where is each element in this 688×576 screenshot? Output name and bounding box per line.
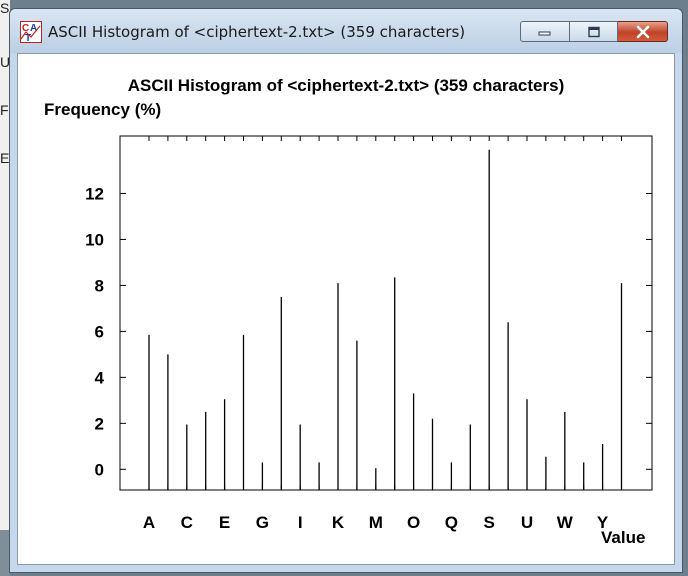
x-tick-label: I xyxy=(298,513,303,532)
chart-app-icon: C A T xyxy=(20,21,42,43)
x-tick-label: K xyxy=(332,513,345,532)
histogram-chart: 0 2 4 6 8 10 12 A C E G I K M O Q S U W Y xyxy=(85,135,653,532)
title-bar[interactable]: C A T ASCII Histogram of <ciphertext-2.t… xyxy=(10,9,682,53)
y-tick-label: 10 xyxy=(85,230,104,249)
svg-text:C: C xyxy=(22,23,29,34)
background-text: S xyxy=(0,0,10,16)
svg-text:T: T xyxy=(25,33,31,43)
x-tick-label: U xyxy=(521,513,533,532)
background-app: S U F E xyxy=(0,0,10,576)
x-tick-label: A xyxy=(143,513,155,532)
x-tick-label: Q xyxy=(445,513,458,532)
plot-frame xyxy=(119,135,653,491)
chart-title: ASCII Histogram of <ciphertext-2.txt> (3… xyxy=(127,76,565,95)
histogram-window: C A T ASCII Histogram of <ciphertext-2.t… xyxy=(9,8,683,573)
maximize-button[interactable] xyxy=(570,21,618,42)
y-tick-label: 0 xyxy=(95,460,104,479)
x-tick-label: E xyxy=(219,513,230,532)
x-tick-label: G xyxy=(256,513,269,532)
x-axis-label: Value xyxy=(601,528,646,547)
y-tick-label: 2 xyxy=(95,414,104,433)
minimize-button[interactable] xyxy=(520,21,570,42)
x-tick-label: M xyxy=(369,513,383,532)
window-title: ASCII Histogram of <ciphertext-2.txt> (3… xyxy=(48,23,466,41)
chart-area: ASCII Histogram of <ciphertext-2.txt> (3… xyxy=(17,53,675,565)
background-text: F xyxy=(0,102,9,118)
y-tick-label: 8 xyxy=(95,276,104,295)
y-tick-label: 4 xyxy=(95,368,105,387)
background-text: U xyxy=(0,54,11,70)
close-icon xyxy=(636,25,649,38)
x-tick-label: O xyxy=(407,513,420,532)
x-tick-label: C xyxy=(181,513,193,532)
minimize-icon xyxy=(538,31,551,35)
maximize-icon xyxy=(587,26,600,37)
background-text: E xyxy=(0,150,10,166)
svg-text:A: A xyxy=(30,23,37,34)
y-tick-label: 12 xyxy=(85,184,104,203)
y-axis-label: Frequency (%) xyxy=(44,100,162,119)
x-tick-label: S xyxy=(484,513,495,532)
background-taskbar xyxy=(0,530,10,576)
y-tick-label: 6 xyxy=(95,322,104,341)
x-tick-label: W xyxy=(557,513,574,532)
x-tick-label: Y xyxy=(597,513,609,532)
close-button[interactable] xyxy=(618,21,668,42)
